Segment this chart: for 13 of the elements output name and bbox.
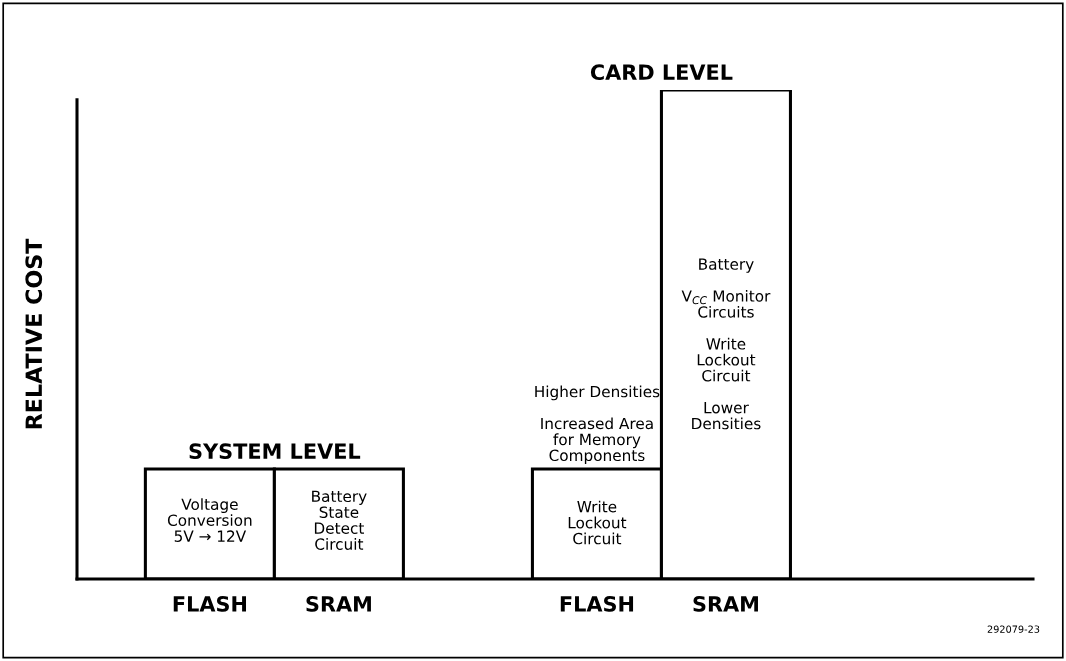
- x-tick-label: FLASH: [173, 596, 247, 612]
- annotation: Voltage Conversion 5V → 12V: [167, 498, 252, 542]
- annotation: Battery State Detect Circuit: [312, 490, 367, 550]
- text: CARD LEVEL: [590, 64, 733, 81]
- annotation: SYSTEM LEVEL: [189, 443, 361, 460]
- x-tick-label: SRAM: [306, 596, 371, 612]
- annotation: Higher Densities Increased Area for Memory Components: [535, 385, 660, 465]
- annotation: Write Lockout Circuit: [568, 500, 627, 545]
- x-tick-label: SRAM: [693, 596, 758, 612]
- text: 292079-23: [987, 625, 1040, 633]
- x-tick-label: FLASH: [560, 596, 634, 612]
- text: Battery V$_{CC}$ Monitor Circuits Write Lockout Circuit Lower Densities: [681, 258, 771, 430]
- y-axis-title: RELATIVE COST: [25, 238, 43, 429]
